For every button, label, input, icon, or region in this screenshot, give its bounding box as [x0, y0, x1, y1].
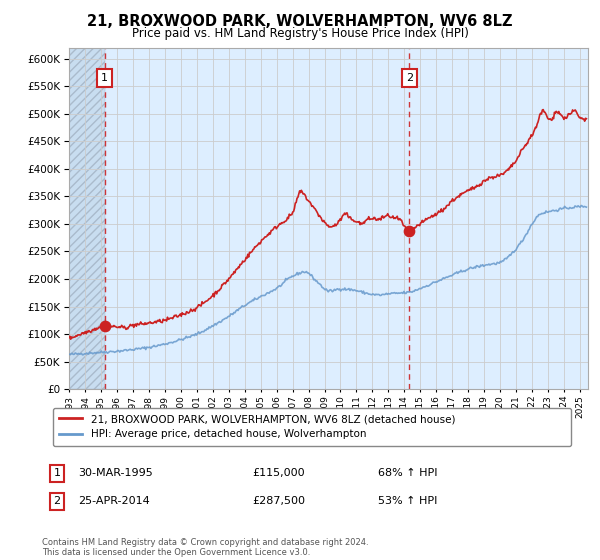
- Text: 53% ↑ HPI: 53% ↑ HPI: [378, 496, 437, 506]
- Bar: [69, 48, 105, 389]
- Text: 1: 1: [53, 468, 61, 478]
- Text: 21, BROXWOOD PARK, WOLVERHAMPTON, WV6 8LZ: 21, BROXWOOD PARK, WOLVERHAMPTON, WV6 8L…: [87, 14, 513, 29]
- Text: 2: 2: [406, 73, 413, 83]
- Text: Price paid vs. HM Land Registry's House Price Index (HPI): Price paid vs. HM Land Registry's House …: [131, 27, 469, 40]
- Text: 25-APR-2014: 25-APR-2014: [78, 496, 150, 506]
- Text: Contains HM Land Registry data © Crown copyright and database right 2024.
This d: Contains HM Land Registry data © Crown c…: [42, 538, 368, 557]
- Text: 68% ↑ HPI: 68% ↑ HPI: [378, 468, 437, 478]
- Text: £115,000: £115,000: [252, 468, 305, 478]
- Point: [100, 321, 110, 330]
- Legend: 21, BROXWOOD PARK, WOLVERHAMPTON, WV6 8LZ (detached house), HPI: Average price, : 21, BROXWOOD PARK, WOLVERHAMPTON, WV6 8L…: [53, 408, 571, 446]
- Point: [404, 226, 414, 235]
- Text: 1: 1: [101, 73, 108, 83]
- Text: 30-MAR-1995: 30-MAR-1995: [78, 468, 153, 478]
- Bar: [69, 48, 105, 389]
- Text: £287,500: £287,500: [252, 496, 305, 506]
- Text: 2: 2: [53, 496, 61, 506]
